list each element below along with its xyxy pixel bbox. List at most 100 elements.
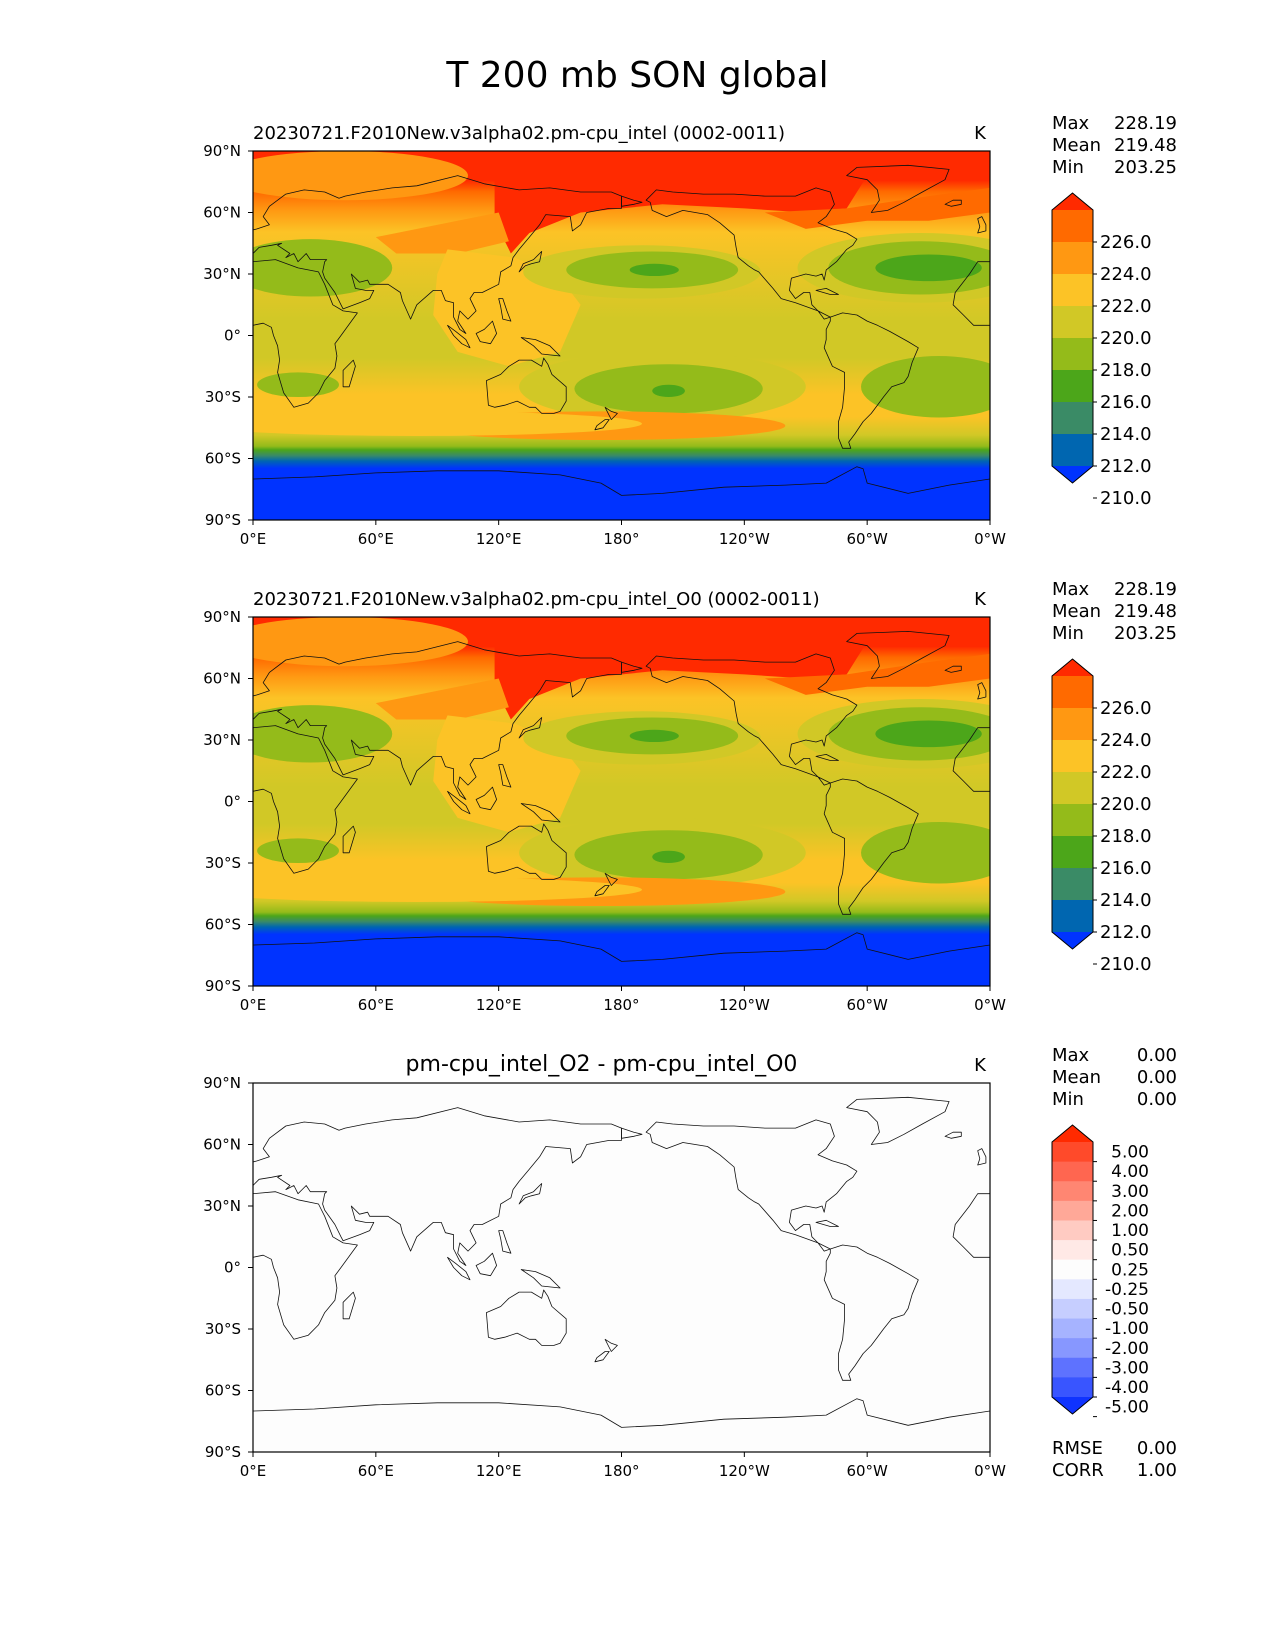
y-tick-label: 90°S (205, 1443, 241, 1461)
stat-value-max: 228.19 (1114, 579, 1177, 600)
colorbar-segment (1052, 306, 1093, 339)
colorbar-label: -0.50 (1105, 1300, 1149, 1320)
coastline-indonesia (447, 1256, 471, 1281)
colorbar-segment (1052, 1357, 1093, 1378)
difference-field (253, 1083, 990, 1452)
cool-south-pacific-core (652, 384, 685, 397)
y-tick-label: 90°N (203, 1074, 241, 1092)
colorbar-label: 218.0 (1100, 826, 1152, 847)
colorbar-label: -3.00 (1105, 1358, 1149, 1378)
colorbar-segment (1052, 1318, 1093, 1339)
coastline-new-zealand-north (604, 872, 618, 886)
y-tick-label: 0° (224, 1259, 241, 1277)
warm-ring-atlantic (764, 187, 990, 229)
colorbar-segment (1052, 676, 1093, 709)
footer-value-rmse: 0.00 (1137, 1438, 1177, 1459)
map-field (253, 1083, 990, 1452)
colorbar-segment (1052, 338, 1093, 371)
colorbar-label: -5.00 (1105, 1398, 1149, 1418)
colorbar-label: 220.0 (1100, 328, 1152, 349)
stat-label-max: Max (1052, 579, 1090, 600)
warm-ring-asia (375, 678, 509, 720)
stat-value-min: 203.25 (1114, 157, 1177, 178)
colorbar-segment (1052, 210, 1093, 243)
colorbar-label: 226.0 (1100, 698, 1152, 719)
coastline-africa (253, 1191, 358, 1340)
coastline-siberia-east (621, 195, 643, 207)
colorbar-label: 226.0 (1100, 232, 1152, 253)
coastline-cuba (815, 288, 839, 295)
coastline-australia (486, 357, 567, 414)
colorbar-label: 2.00 (1111, 1201, 1149, 1221)
x-tick-label: 60°E (358, 1462, 394, 1480)
colorbar-label: 0.50 (1111, 1241, 1149, 1261)
coastline-south-america (823, 312, 919, 449)
warm-ring-atlantic (764, 653, 990, 695)
x-tick-label: 180° (603, 530, 639, 548)
colorbar-label: 4.00 (1111, 1162, 1149, 1182)
coastline-africa-west (952, 1193, 990, 1258)
x-tick-label: 180° (603, 1462, 639, 1480)
warm-southern-band-west (253, 411, 642, 436)
panel-1: 0°E 60°E 120°E 180° 120°W 60°W 0°W 90°N 60°N 30°N… (203, 113, 1177, 548)
coastline-north-america (645, 1119, 858, 1252)
panel-title: pm-cpu_intel_O2 - pm-cpu_intel_O0 (406, 1052, 798, 1077)
x-tick-label: 0°W (974, 1462, 1006, 1480)
colorbar: 226.0 224.0 222.0 220.0 218.0 216.0 214.0 212.0… (1051, 658, 1152, 975)
colorbar-segment (1052, 1181, 1093, 1202)
stat-label-mean: Mean (1052, 601, 1101, 622)
y-tick-label: 30°S (205, 388, 241, 406)
panel-title: 20230721.F2010New.v3alpha02.pm-cpu_intel… (253, 123, 785, 144)
coastline-indonesia (447, 790, 471, 815)
colorbar-label: 224.0 (1100, 730, 1152, 751)
warm-ring-europe (253, 617, 468, 667)
colorbar-segment (1052, 772, 1093, 805)
footer-value-corr: 1.00 (1137, 1460, 1177, 1481)
coastline-new-guinea (520, 1269, 561, 1289)
colorbar-segment (1052, 1200, 1093, 1222)
colorbar-extend-bottom (1052, 466, 1093, 483)
stat-value-min: 0.00 (1137, 1089, 1177, 1110)
x-tick-label: 0°W (974, 530, 1006, 548)
y-tick-label: 0° (224, 793, 241, 811)
coastline-africa (253, 259, 358, 408)
coastline-eurasia (253, 175, 622, 334)
coastline-north-america (645, 653, 858, 786)
colorbar-label: 3.00 (1111, 1182, 1149, 1202)
colorbar-extend-top (1052, 659, 1093, 676)
colorbar-label: 5.00 (1111, 1143, 1149, 1163)
cool-mediterranean (253, 705, 393, 763)
colorbar: 226.0 224.0 222.0 220.0 218.0 216.0 214.0 212.0… (1051, 192, 1152, 509)
colorbar-label: -2.00 (1105, 1339, 1149, 1359)
x-tick-label: 60°W (846, 996, 888, 1014)
colorbar-segment (1052, 274, 1093, 307)
colorbar-label: 210.0 (1100, 954, 1152, 975)
coastline-australia (486, 1289, 567, 1346)
colorbar-label: 0.25 (1111, 1260, 1149, 1280)
coastline-indonesia (447, 324, 471, 349)
y-tick-label: 30°N (203, 1197, 241, 1215)
x-tick-label: 60°W (846, 1462, 888, 1480)
cool-north-pacific-core (629, 729, 679, 743)
coastline-south-america (823, 1244, 919, 1381)
stat-value-mean: 0.00 (1137, 1067, 1177, 1088)
colorbar-label: -4.00 (1105, 1378, 1149, 1398)
colorbar: 5.004.003.002.001.000.500.25-0.25-0.50-1… (1051, 1124, 1149, 1418)
coastline-philippines (498, 298, 512, 322)
coastline-philippines (498, 764, 512, 788)
x-tick-label: 120°E (476, 530, 522, 548)
y-tick-label: 60°N (203, 670, 241, 688)
x-tick-label: 60°E (358, 530, 394, 548)
coastline-borneo (475, 786, 497, 811)
coastline-iceland (944, 665, 962, 673)
coastline-siberia-east (621, 1127, 643, 1139)
stat-value-max: 0.00 (1137, 1045, 1177, 1066)
colorbar-label: 216.0 (1100, 858, 1152, 879)
coastline-uk (977, 216, 987, 234)
colorbar-extend-bottom (1052, 1397, 1093, 1414)
colorbar-segment (1052, 1338, 1093, 1359)
colorbar-segment (1052, 1240, 1093, 1261)
x-tick-label: 120°W (719, 996, 770, 1014)
y-tick-label: 60°N (203, 204, 241, 222)
units-label: K (974, 123, 987, 144)
